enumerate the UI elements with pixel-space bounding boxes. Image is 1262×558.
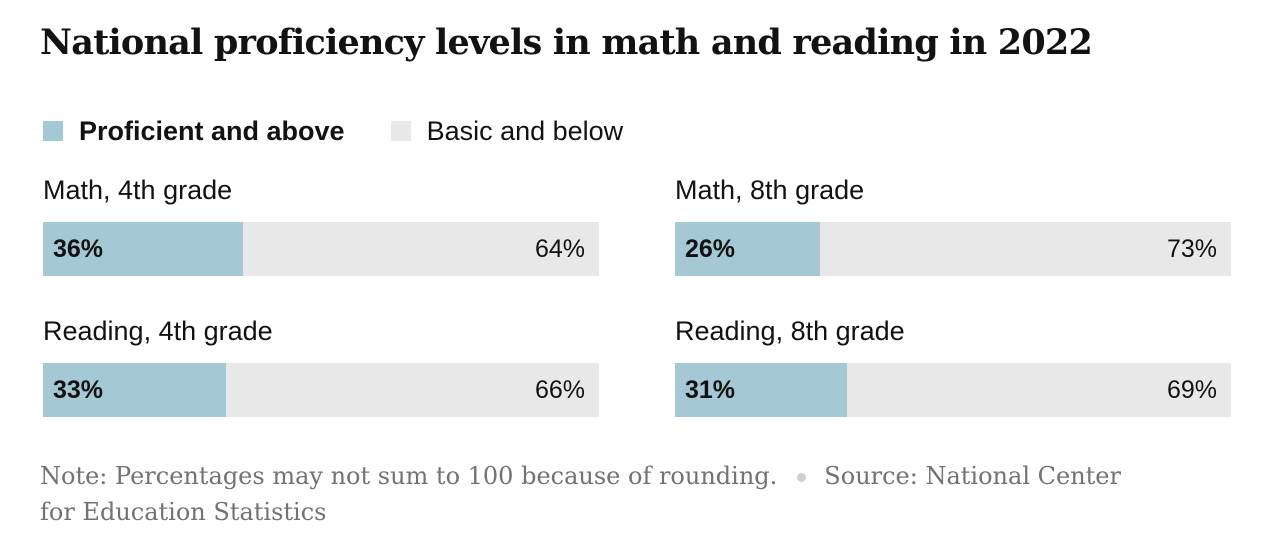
legend-swatch-basic xyxy=(390,121,411,141)
value-label-basic: 66% xyxy=(534,376,585,404)
separator-dot xyxy=(797,473,807,482)
footnote: Note: Percentages may not sum to 100 bec… xyxy=(40,458,1150,530)
bar-segment-proficient xyxy=(675,363,848,417)
value-label-basic: 73% xyxy=(1166,235,1217,263)
bar-track: 33% 66% xyxy=(43,363,599,417)
value-label-basic: 64% xyxy=(534,235,585,263)
legend-item-basic: Basic and below xyxy=(390,115,624,147)
chart-title: National proficiency levels in math and … xyxy=(40,22,1093,63)
legend-item-proficient: Proficient and above xyxy=(43,116,345,147)
legend: Proficient and above Basic and below xyxy=(43,113,669,149)
value-label-proficient: 31% xyxy=(685,376,736,404)
panel-title: Math, 4th grade xyxy=(43,175,233,205)
bar-track: 26% 73% xyxy=(675,222,1231,276)
legend-label-basic: Basic and below xyxy=(426,115,624,146)
value-label-proficient: 26% xyxy=(685,235,736,263)
panel-title: Reading, 4th grade xyxy=(43,316,273,346)
legend-label-proficient: Proficient and above xyxy=(79,115,345,146)
source-text: Source: National Center for Education St… xyxy=(40,462,1121,526)
value-label-basic: 69% xyxy=(1166,376,1217,404)
legend-swatch-proficient xyxy=(43,121,63,141)
bar-track: 31% 69% xyxy=(675,363,1231,417)
value-label-proficient: 36% xyxy=(53,235,104,263)
bar-segment-proficient xyxy=(675,222,820,276)
panel-title: Math, 8th grade xyxy=(675,175,865,205)
note-text: Note: Percentages may not sum to 100 bec… xyxy=(40,462,778,490)
panel-title: Reading, 8th grade xyxy=(675,316,905,346)
value-label-proficient: 33% xyxy=(53,376,104,404)
bar-segment-proficient xyxy=(43,363,227,417)
bar-segment-proficient xyxy=(43,222,244,276)
bar-track: 36% 64% xyxy=(43,222,599,276)
